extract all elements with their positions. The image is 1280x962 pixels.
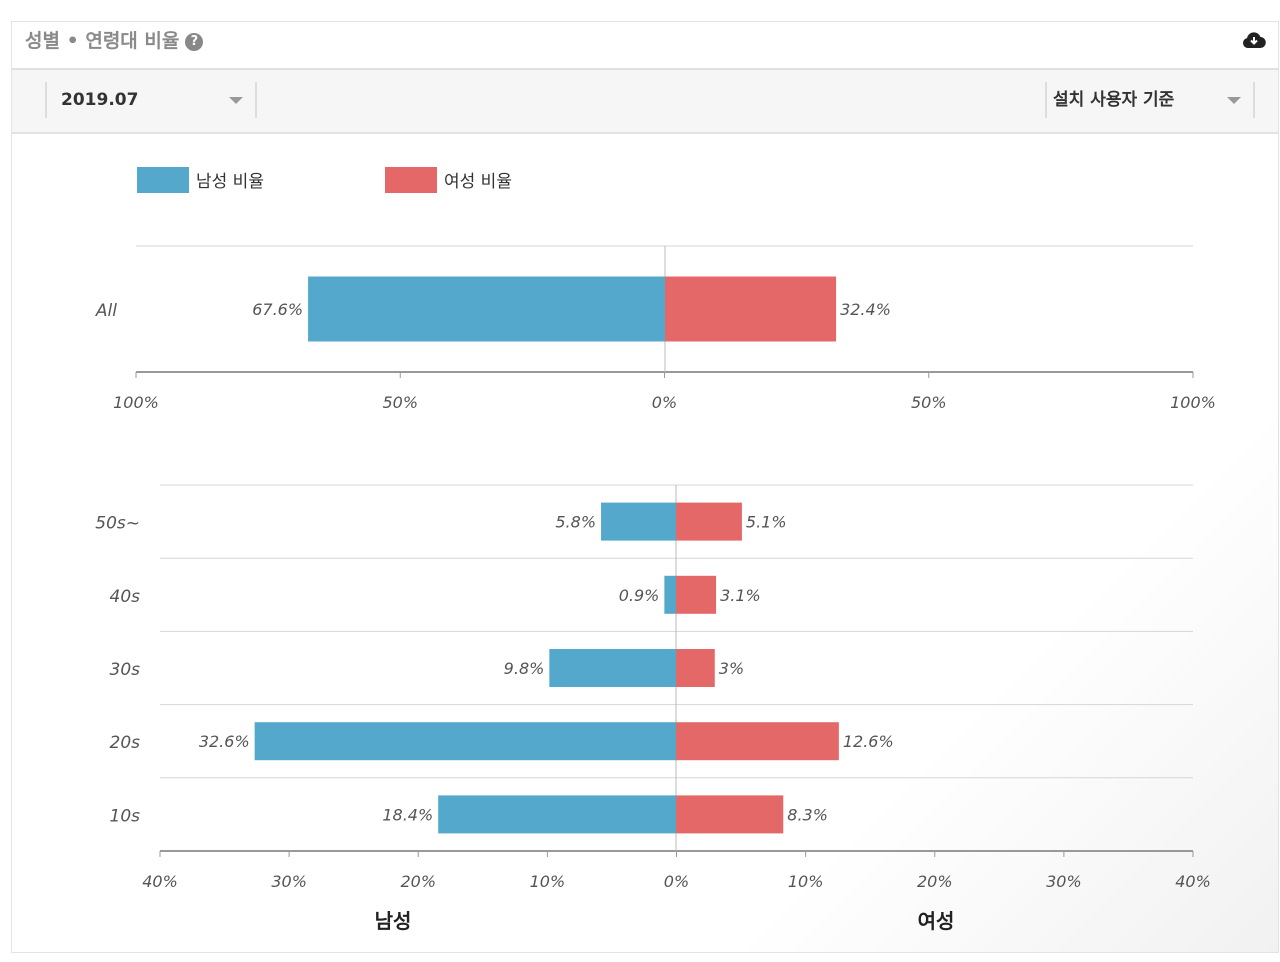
x-tick-label: 100% (1170, 393, 1216, 412)
chevron-down-icon (1227, 97, 1241, 104)
bar-female[interactable] (676, 502, 742, 541)
bar-male[interactable] (549, 649, 676, 687)
basis-select[interactable]: 설치 사용자 기준 (1045, 82, 1255, 118)
bar-male[interactable] (601, 502, 676, 541)
data-label-male: 67.6% (252, 300, 303, 319)
category-label: 30s (110, 660, 141, 680)
x-tick-label: 50% (911, 393, 947, 412)
data-label-female: 3.1% (720, 586, 761, 605)
data-label-female: 3% (719, 659, 744, 678)
bar-male[interactable] (308, 276, 665, 342)
data-label-female: 12.6% (843, 732, 894, 751)
category-label: All (95, 301, 117, 321)
data-label-female: 32.4% (840, 300, 891, 319)
x-tick-label: 30% (1046, 872, 1082, 891)
x-tick-label: 0% (664, 872, 689, 891)
bar-male[interactable] (664, 575, 676, 614)
bar-male[interactable] (254, 722, 676, 761)
legend-male-swatch (137, 167, 189, 193)
data-label-male: 5.8% (555, 513, 596, 532)
panel-header: 성별 • 연령대 비율? (12, 22, 1278, 70)
question-circle-icon[interactable]: ? (185, 33, 204, 51)
category-label: 40s (110, 587, 141, 607)
data-label-male: 0.9% (619, 586, 660, 605)
category-label: 50s~ (95, 514, 140, 534)
x-tick-label: 50% (382, 393, 418, 412)
bar-male[interactable] (438, 795, 676, 834)
x-tick-label: 0% (652, 393, 677, 412)
data-label-male: 32.6% (199, 732, 250, 751)
bar-female[interactable] (665, 276, 837, 342)
bar-female[interactable] (676, 649, 715, 687)
x-tick-label: 10% (788, 872, 824, 891)
x-tick-label: 30% (271, 872, 307, 891)
x-label-male: 남성 (375, 909, 412, 933)
bar-female[interactable] (676, 795, 784, 834)
month-select[interactable]: 2019.07 (45, 82, 257, 118)
chevron-down-icon (229, 97, 243, 104)
x-label-female: 여성 (918, 909, 955, 933)
filter-bar: 2019.07 설치 사용자 기준 (12, 70, 1278, 134)
x-tick-label: 20% (917, 872, 953, 891)
x-tick-label: 10% (530, 872, 566, 891)
x-tick-label: 100% (113, 393, 159, 412)
category-label: 20s (110, 733, 141, 753)
data-label-female: 8.3% (787, 805, 828, 824)
data-label-male: 9.8% (504, 659, 545, 678)
bar-female[interactable] (676, 722, 839, 761)
x-tick-label: 40% (1175, 872, 1211, 891)
legend-female-swatch (385, 167, 437, 193)
legend-male-label[interactable]: 남성 비율 (196, 172, 264, 192)
data-label-female: 5.1% (746, 513, 787, 532)
bar-female[interactable] (676, 575, 717, 614)
x-tick-label: 40% (142, 872, 178, 891)
panel-title: 성별 • 연령대 비율? (25, 26, 204, 53)
x-tick-label: 20% (400, 872, 436, 891)
cloud-download-icon[interactable] (1242, 30, 1266, 50)
category-label: 10s (110, 806, 141, 826)
legend-female-label[interactable]: 여성 비율 (444, 172, 512, 192)
data-label-male: 18.4% (382, 805, 433, 824)
